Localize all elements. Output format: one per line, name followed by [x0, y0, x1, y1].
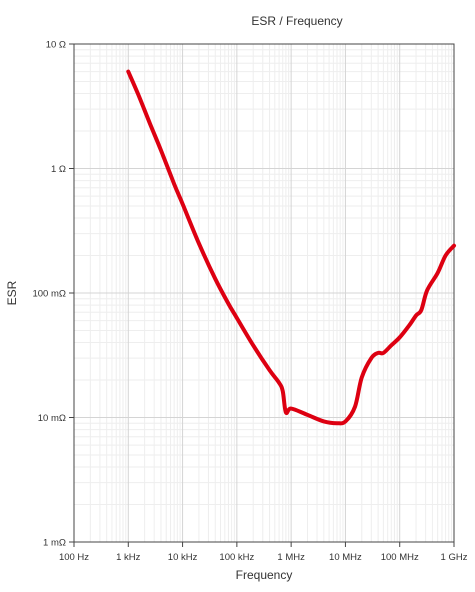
y-axis-ticks: 10 Ω 1 Ω 100 mΩ 10 mΩ 1 mΩ — [32, 40, 74, 549]
x-axis-ticks: 100 Hz 1 kHz 10 kHz 100 kHz 1 MHz 10 MHz 100 M… — [59, 542, 468, 563]
x-tick-label: 1 kHz — [116, 552, 141, 563]
esr-curve-line — [126, 69, 456, 426]
y-tick-label: 100 mΩ — [32, 289, 66, 300]
x-tick-label: 100 Hz — [59, 552, 89, 563]
x-tick-label: 100 MHz — [381, 552, 419, 563]
x-tick-label: 1 GHz — [441, 552, 468, 563]
y-tick-label: 1 Ω — [51, 164, 66, 175]
y-tick-label: 1 mΩ — [43, 538, 66, 549]
x-tick-label: 100 kHz — [219, 552, 254, 563]
x-axis-title: Frequency — [236, 568, 293, 582]
y-axis-title: ESR — [5, 280, 19, 305]
y-tick-label: 10 Ω — [46, 40, 66, 51]
x-tick-label: 1 MHz — [277, 552, 305, 563]
series-layer — [126, 69, 456, 426]
x-tick-label: 10 kHz — [168, 552, 198, 563]
chart-title: ESR / Frequency — [251, 14, 342, 28]
y-tick-label: 10 mΩ — [38, 413, 66, 424]
x-tick-label: 10 MHz — [329, 552, 362, 563]
